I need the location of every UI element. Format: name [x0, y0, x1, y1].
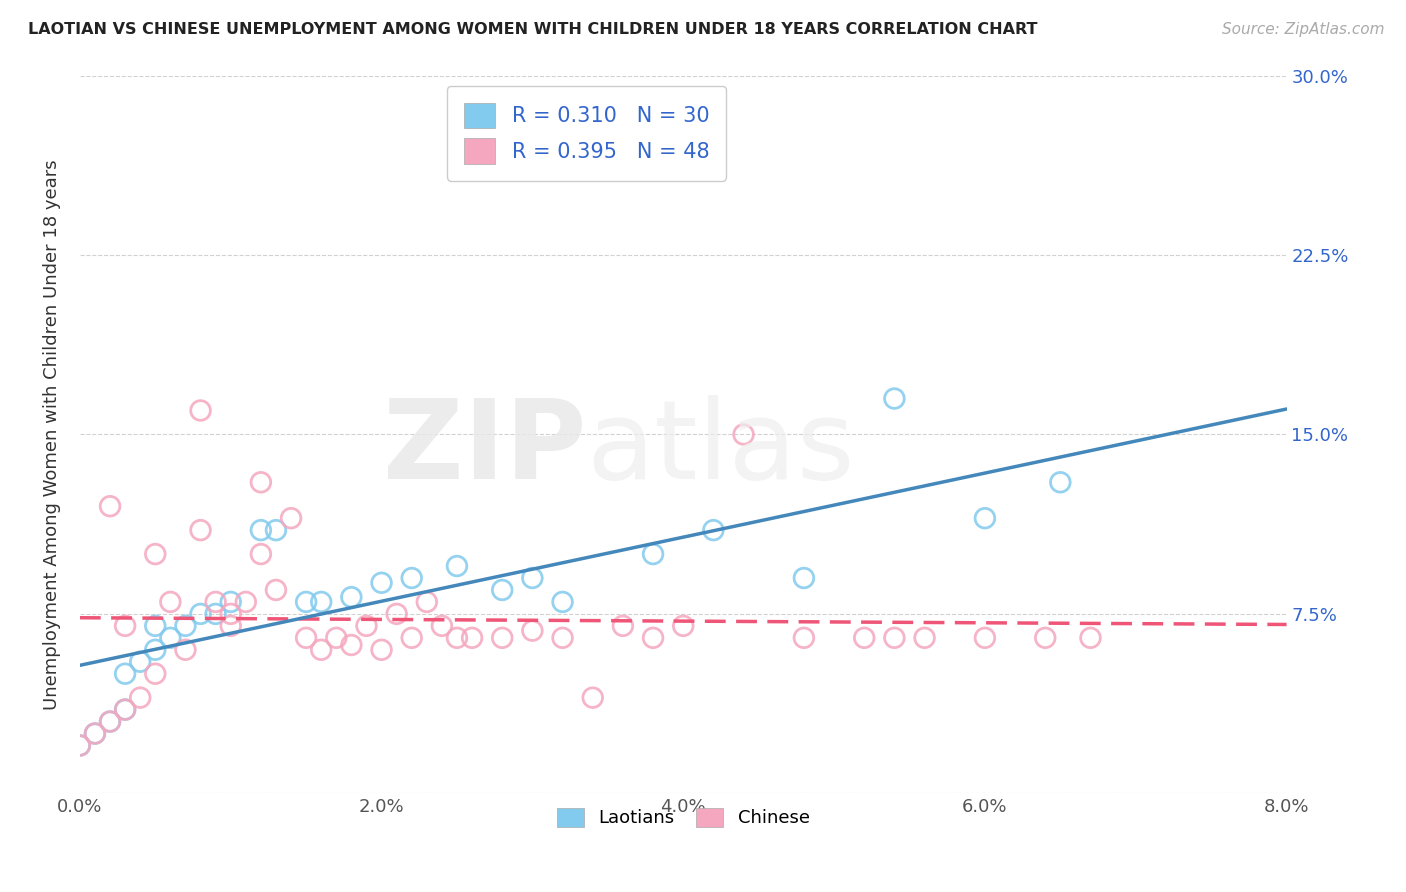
- Point: [582, 690, 605, 705]
- Point: [129, 655, 152, 669]
- Point: [491, 631, 513, 645]
- Point: [98, 500, 121, 514]
- Point: [250, 547, 273, 561]
- Legend: Laotians, Chinese: Laotians, Chinese: [550, 801, 817, 835]
- Y-axis label: Unemployment Among Women with Children Under 18 years: Unemployment Among Women with Children U…: [44, 159, 60, 710]
- Point: [143, 642, 166, 657]
- Point: [159, 631, 181, 645]
- Point: [430, 619, 453, 633]
- Point: [370, 575, 392, 590]
- Point: [98, 714, 121, 729]
- Point: [250, 523, 273, 537]
- Point: [522, 624, 544, 638]
- Point: [219, 619, 242, 633]
- Point: [340, 638, 363, 652]
- Point: [401, 571, 423, 585]
- Point: [446, 559, 468, 574]
- Text: ZIP: ZIP: [384, 395, 586, 502]
- Point: [883, 392, 905, 406]
- Point: [551, 595, 574, 609]
- Point: [190, 607, 212, 621]
- Point: [340, 590, 363, 604]
- Point: [974, 631, 997, 645]
- Point: [129, 690, 152, 705]
- Point: [702, 523, 724, 537]
- Point: [250, 475, 273, 490]
- Point: [309, 595, 332, 609]
- Point: [84, 726, 107, 740]
- Point: [174, 619, 197, 633]
- Point: [461, 631, 484, 645]
- Point: [641, 631, 664, 645]
- Point: [370, 642, 392, 657]
- Point: [401, 631, 423, 645]
- Point: [235, 595, 257, 609]
- Point: [974, 511, 997, 525]
- Point: [672, 619, 695, 633]
- Point: [914, 631, 936, 645]
- Point: [325, 631, 347, 645]
- Point: [356, 619, 378, 633]
- Point: [174, 642, 197, 657]
- Point: [143, 619, 166, 633]
- Point: [143, 666, 166, 681]
- Point: [793, 631, 815, 645]
- Point: [204, 595, 226, 609]
- Point: [1033, 631, 1056, 645]
- Point: [143, 547, 166, 561]
- Point: [733, 427, 755, 442]
- Point: [416, 595, 439, 609]
- Point: [204, 607, 226, 621]
- Point: [385, 607, 408, 621]
- Point: [522, 571, 544, 585]
- Point: [114, 703, 136, 717]
- Point: [641, 547, 664, 561]
- Point: [159, 595, 181, 609]
- Point: [264, 523, 287, 537]
- Point: [69, 739, 91, 753]
- Point: [1049, 475, 1071, 490]
- Text: LAOTIAN VS CHINESE UNEMPLOYMENT AMONG WOMEN WITH CHILDREN UNDER 18 YEARS CORRELA: LAOTIAN VS CHINESE UNEMPLOYMENT AMONG WO…: [28, 22, 1038, 37]
- Point: [280, 511, 302, 525]
- Text: Source: ZipAtlas.com: Source: ZipAtlas.com: [1222, 22, 1385, 37]
- Point: [114, 619, 136, 633]
- Point: [793, 571, 815, 585]
- Point: [491, 582, 513, 597]
- Point: [551, 631, 574, 645]
- Point: [114, 703, 136, 717]
- Point: [295, 631, 318, 645]
- Point: [309, 642, 332, 657]
- Point: [98, 714, 121, 729]
- Point: [446, 631, 468, 645]
- Point: [219, 595, 242, 609]
- Point: [612, 619, 634, 633]
- Text: atlas: atlas: [586, 395, 855, 502]
- Point: [853, 631, 876, 645]
- Point: [295, 595, 318, 609]
- Point: [69, 739, 91, 753]
- Point: [114, 666, 136, 681]
- Point: [883, 631, 905, 645]
- Point: [219, 607, 242, 621]
- Point: [1080, 631, 1102, 645]
- Point: [264, 582, 287, 597]
- Point: [84, 726, 107, 740]
- Point: [190, 523, 212, 537]
- Point: [190, 403, 212, 417]
